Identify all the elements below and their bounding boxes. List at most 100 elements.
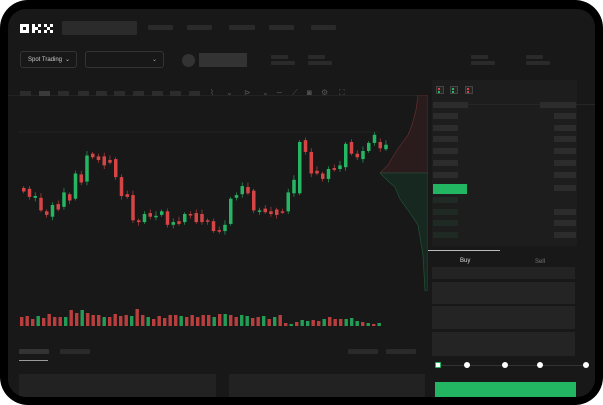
candle [372, 134, 377, 143]
ask-price [433, 171, 458, 178]
search-box[interactable] [62, 21, 137, 35]
volume-bar [185, 317, 189, 326]
timeframe-button[interactable] [39, 91, 50, 96]
timeframe-button[interactable] [133, 91, 144, 96]
okx-logo[interactable] [20, 24, 57, 34]
ruler-icon[interactable]: ⟋ [292, 88, 298, 97]
indicator-icon[interactable]: ⌇ [210, 88, 214, 97]
camera-icon[interactable]: ◙ [307, 88, 312, 97]
input-field[interactable] [432, 267, 575, 279]
amount-input[interactable] [432, 306, 575, 329]
candle [22, 187, 26, 192]
amount-slider-track[interactable] [438, 365, 586, 366]
volume-bar [102, 317, 106, 326]
timeframe-button[interactable] [170, 91, 181, 96]
bid-price [433, 232, 458, 239]
slider-stop[interactable] [464, 362, 470, 368]
candle [165, 211, 170, 225]
orders-card [229, 374, 425, 397]
volume-bar [229, 315, 233, 326]
slider-stop[interactable] [583, 362, 589, 368]
nav-item[interactable] [187, 25, 212, 30]
volume-bar [31, 319, 35, 326]
candle [326, 169, 331, 179]
candlestick-chart[interactable] [8, 9, 433, 339]
nav-item[interactable] [148, 25, 173, 30]
slider-stop[interactable] [435, 362, 441, 368]
volume-bar [80, 310, 84, 326]
volume-bar [251, 318, 255, 326]
bid-amount [554, 208, 576, 215]
timeframe-button[interactable] [189, 91, 200, 96]
timeframe-button[interactable] [152, 91, 163, 96]
candle [68, 194, 72, 201]
timeframe-button[interactable] [96, 91, 107, 96]
fullscreen-icon[interactable]: ⛶ [339, 88, 345, 97]
timeframe-button[interactable] [20, 91, 31, 96]
app-screen: Spot Trading ⌄ ⌄ Buy Sell ⌇ ⌄ ⊳ ⌄ ∼ ⟋ ◙ ⚙ ⛶ [8, 9, 595, 397]
chevron-down-icon[interactable]: ⌄ [226, 88, 233, 97]
book-buy-icon[interactable] [450, 86, 458, 94]
volume-bar [262, 316, 266, 326]
candle [148, 213, 152, 217]
volume-bar [212, 317, 216, 326]
candle [292, 179, 296, 194]
volume-bar [91, 315, 95, 326]
candle [355, 153, 359, 158]
volume-bar [350, 318, 354, 326]
candle [206, 220, 210, 222]
candle [303, 140, 308, 152]
slider-stop[interactable] [537, 362, 543, 368]
volume-bar [322, 319, 326, 326]
filter-button[interactable] [348, 349, 378, 354]
candle [321, 173, 325, 179]
candle [114, 159, 118, 178]
volume-bar [124, 315, 128, 326]
chevron-down-icon[interactable]: ⌄ [262, 88, 269, 97]
tab-sell[interactable]: Sell [535, 259, 546, 265]
volume-bar [207, 315, 211, 326]
filter-button[interactable] [386, 349, 416, 354]
spot-trading-dropdown[interactable]: Spot Trading ⌄ [20, 51, 77, 68]
ask-amount [554, 148, 576, 155]
ask-amount [554, 159, 576, 166]
ask-price [433, 136, 458, 143]
tab-order-history[interactable] [60, 349, 90, 354]
divider [432, 104, 595, 105]
volume-bar [168, 315, 172, 326]
stat-label [471, 55, 488, 59]
price-input[interactable] [432, 282, 575, 304]
settings-icon[interactable]: ⚙ [321, 88, 329, 97]
buy-submit-button[interactable] [435, 382, 576, 397]
tab-buy[interactable]: Buy [460, 258, 471, 264]
drawing-icon[interactable]: ⊳ [244, 88, 251, 97]
pair-select[interactable]: ⌄ [85, 51, 164, 68]
volume-bar [152, 319, 156, 326]
volume-bar [289, 324, 293, 326]
nav-item[interactable] [269, 25, 294, 30]
coin-icon [182, 54, 195, 67]
candle [246, 187, 250, 194]
volume-bar [108, 317, 112, 326]
nav-item[interactable] [229, 25, 255, 30]
volume-bar [135, 309, 139, 326]
timeframe-button[interactable] [114, 91, 125, 96]
volume-bar [245, 316, 249, 326]
nav-item[interactable] [311, 25, 336, 30]
ask-amount [554, 171, 576, 178]
tab-open-orders[interactable] [19, 349, 49, 354]
ask-price [433, 124, 458, 131]
volume-bar [311, 320, 315, 326]
ask-amount [554, 113, 576, 119]
timeframe-button[interactable] [58, 91, 69, 96]
book-header [433, 102, 468, 108]
book-both-icon[interactable] [436, 86, 444, 94]
bid-price [433, 220, 458, 227]
slider-stop[interactable] [502, 362, 508, 368]
candle [102, 156, 106, 166]
candle [275, 209, 279, 215]
total-input[interactable] [432, 332, 575, 356]
timeframe-button[interactable] [78, 91, 89, 96]
line-icon[interactable]: ∼ [276, 88, 283, 97]
book-sell-icon[interactable] [465, 86, 473, 94]
